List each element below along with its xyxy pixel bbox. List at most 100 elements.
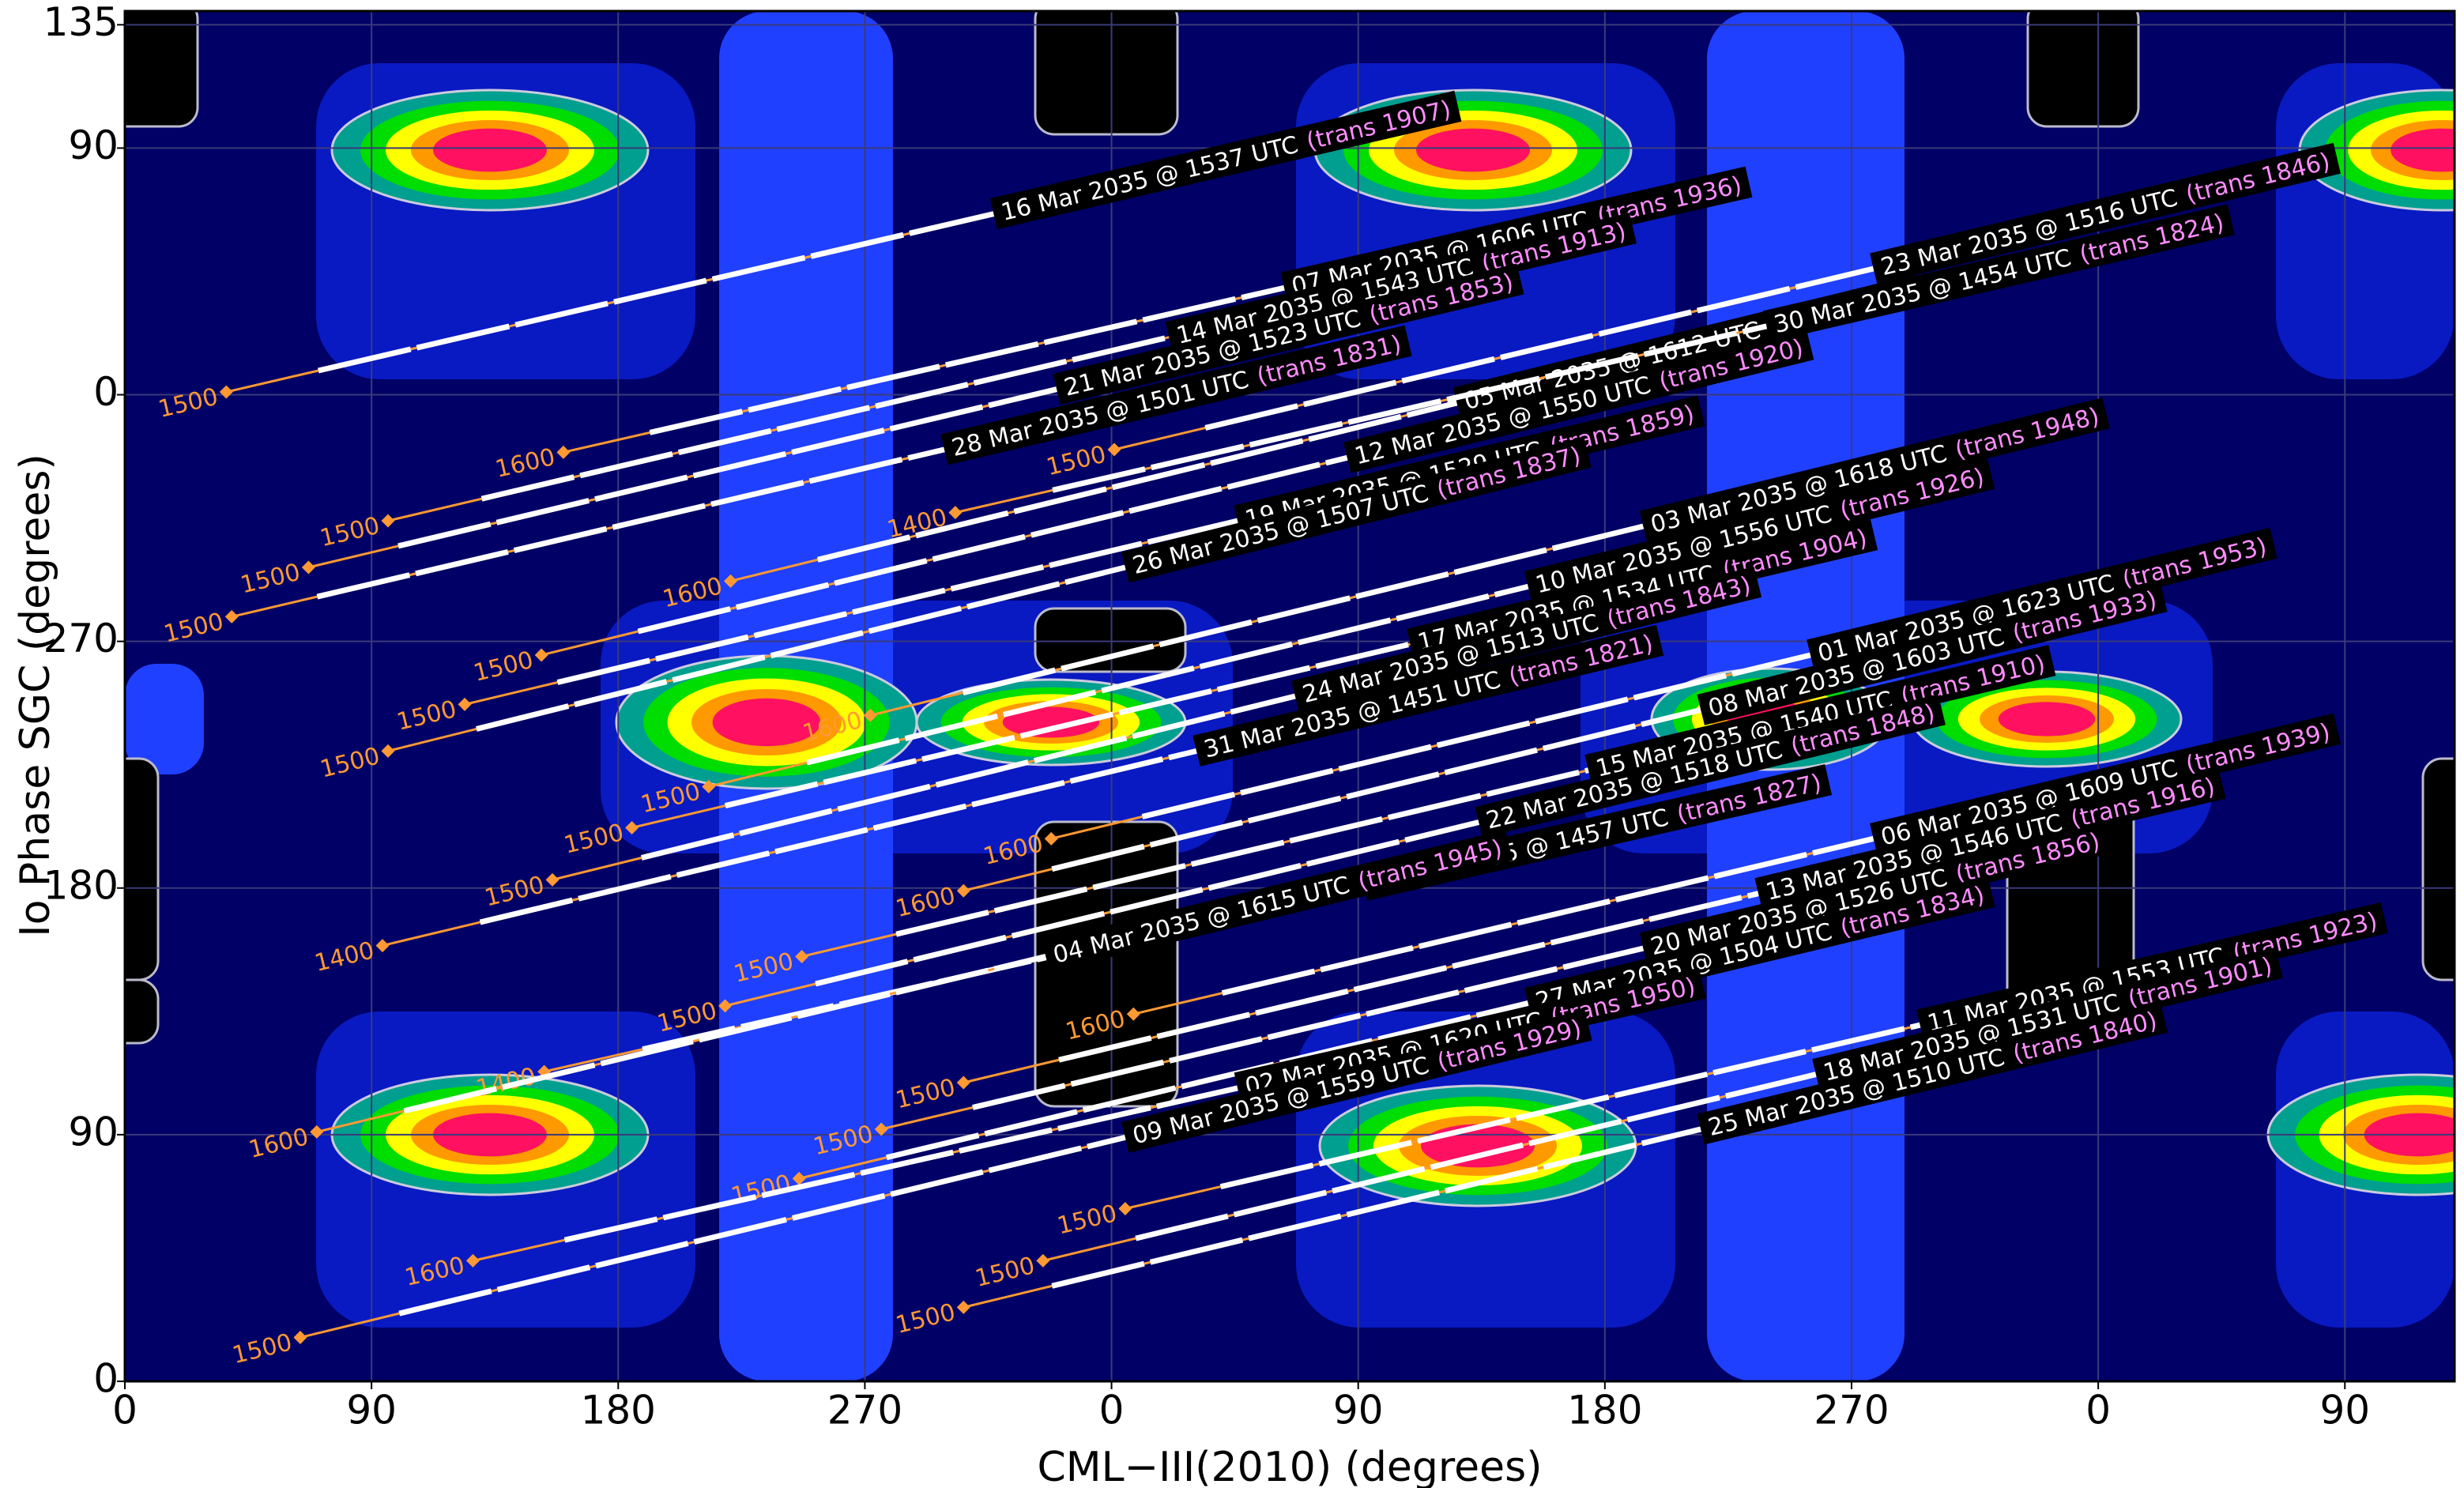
track-start (956, 1300, 970, 1314)
track-visible (806, 583, 1529, 766)
track-start (956, 883, 970, 898)
track-label-bg (1697, 1001, 2168, 1145)
plot-frame (123, 9, 2456, 1383)
y-tick-label: 270 (43, 616, 119, 661)
track-visible (1204, 266, 1874, 431)
track-label-bg (1042, 829, 1513, 972)
track-visible (1052, 323, 1768, 493)
track-visible (318, 211, 995, 374)
y-tick-label: 0 (93, 369, 119, 415)
track-label-bg (1762, 204, 2235, 342)
track-start (301, 560, 315, 574)
track-label-bg (1165, 213, 1637, 353)
track-start (795, 949, 809, 963)
x-tick-label: 0 (112, 1388, 138, 1433)
track-label-bg (1754, 767, 2226, 910)
track-visible (398, 1134, 1126, 1317)
track-label-bg (1475, 694, 1946, 838)
y-axis-label: Io Phase SGC (degrees) (12, 454, 59, 937)
track-start (458, 697, 472, 711)
track-label-bg (1870, 713, 2342, 854)
track-visible (815, 819, 1480, 987)
track-visible (886, 1000, 1529, 1161)
track-label-bg (1192, 624, 1664, 767)
x-tick-label: 0 (1099, 1388, 1125, 1433)
track-start (1036, 1253, 1050, 1268)
hotspot-contour (1416, 128, 1530, 172)
y-tick-label: 135 (43, 0, 119, 45)
y-tick-label: 180 (43, 862, 119, 908)
track-visible (556, 518, 1238, 685)
track-visible (895, 767, 1589, 937)
track-start (534, 648, 548, 662)
y-tick-label: 90 (68, 1109, 119, 1155)
track-label-bg (1121, 1009, 1592, 1153)
track-visible (480, 334, 1170, 502)
track-start (556, 445, 571, 459)
track-label-bg (1343, 329, 1814, 473)
track-visible (962, 523, 1645, 695)
track-start (956, 1076, 970, 1090)
track-start (1118, 1202, 1132, 1216)
hotspot-contour (712, 698, 821, 747)
track-label-bg (1291, 566, 1762, 712)
track-label-bg (1584, 645, 2056, 786)
hotspot-contour (433, 128, 547, 172)
y-tick-label: 0 (93, 1356, 119, 1402)
track-visible (816, 400, 1458, 563)
track-visible (403, 954, 1047, 1114)
track-visible (1051, 706, 1702, 872)
x-axis-label: CML−III(2010) (degrees) (1037, 1444, 1542, 1488)
track-label-bg (1121, 436, 1592, 583)
hotspot-contour (2391, 128, 2455, 172)
track-visible (1221, 835, 1874, 996)
x-tick-label: 180 (1567, 1388, 1642, 1433)
hotspot-contour (1998, 702, 2096, 736)
y-tick-label: 90 (68, 122, 119, 168)
track-label-bg (1639, 397, 2110, 542)
track-start (863, 708, 877, 722)
track-visible (397, 386, 1058, 549)
track-label-bg (1053, 263, 1524, 405)
track-visible (725, 641, 1411, 808)
track-visible (1051, 1126, 1702, 1289)
track-label-bg (1812, 947, 2283, 1091)
track-start (718, 999, 733, 1013)
track-start (874, 1122, 888, 1136)
track-label-bg (1807, 527, 2278, 671)
ticks: 0 90 180 270 0 90 180 270 0 90 0 90 180 270 0 90 135 (43, 0, 2371, 1433)
track-label-bg (940, 325, 1412, 465)
track-start (381, 514, 395, 528)
track-start (625, 820, 639, 834)
track-start (1107, 443, 1121, 457)
track-start (465, 1253, 480, 1268)
x-tick-label: 180 (581, 1388, 656, 1433)
track-start (948, 506, 963, 520)
track-visible (972, 945, 1645, 1110)
track-start (702, 779, 716, 793)
track-label-bg (989, 90, 1462, 230)
track-start (1044, 831, 1058, 846)
track-visible (316, 446, 945, 600)
x-tick-label: 270 (827, 1388, 902, 1433)
track-label-bg (1639, 823, 2111, 964)
track-start (545, 872, 559, 887)
track-label-bg (1524, 458, 1995, 602)
track-visible (649, 284, 1285, 435)
track-label-bg (1697, 581, 2168, 725)
track-start (224, 609, 239, 623)
hotspot-contour (1002, 706, 1100, 738)
track-start (723, 574, 737, 588)
x-tick-label: 0 (2085, 1388, 2111, 1433)
track-visible (1141, 652, 1811, 819)
track-start (219, 385, 233, 399)
x-tick-label: 270 (1814, 1388, 1889, 1433)
track-visible (637, 454, 1348, 635)
track-visible (1135, 1072, 1817, 1241)
track-visible (476, 564, 1126, 732)
x-tick-label: 90 (2319, 1388, 2370, 1433)
track-visible (479, 748, 1197, 925)
x-tick-label: 90 (346, 1388, 397, 1433)
